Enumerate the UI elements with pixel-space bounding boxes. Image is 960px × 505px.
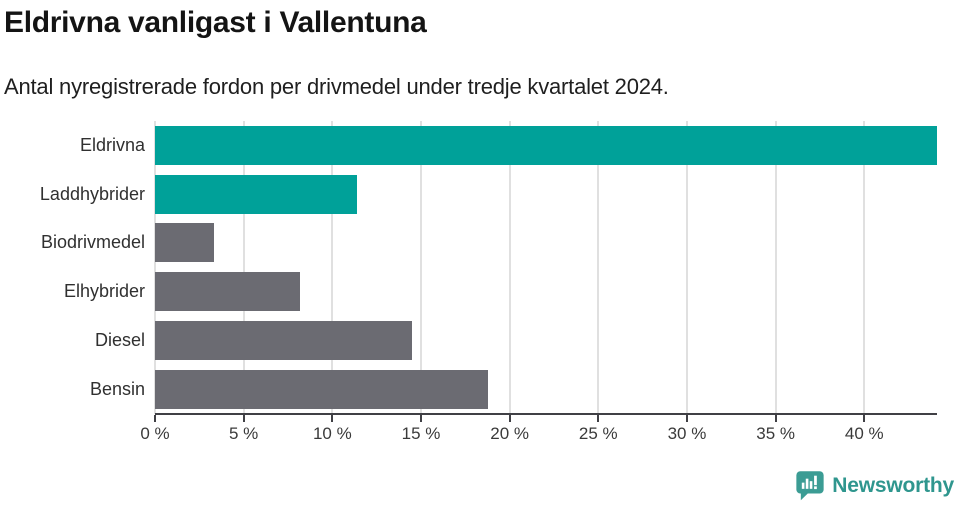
axis-tick [774,415,777,422]
bar-row: Bensin [90,365,937,414]
plot-area: Eldrivna Laddhybrider Biodrivmedel Elhybrid… [40,121,937,414]
axis-tick [154,415,156,422]
axis-tick [685,415,688,422]
bar-row: Eldrivna [80,121,937,170]
category-label: Bensin [89,378,145,399]
axis-tick [242,415,245,422]
gridline [863,121,866,414]
gridline [597,121,600,414]
axis-tick-label: 15 % [401,424,441,443]
page-title: Eldrivna vanligast i Vallentuna [4,6,427,39]
x-axis-line [155,413,937,415]
axis-tick-label: 30 % [667,424,707,443]
gridline [419,121,422,414]
category-label: Eldrivna [79,134,145,155]
axis-tick [419,415,422,422]
bar [155,369,489,409]
axis-tick [863,415,866,422]
bar [155,272,301,312]
category-label: Biodrivmedel [40,232,145,253]
category-label: Laddhybrider [39,183,145,204]
bar [155,174,358,214]
chart-subtitle: Antal nyregistrerade fordon per drivmede… [4,74,669,99]
axis-tick [508,415,511,422]
gridline [508,121,511,414]
gridline [154,121,156,414]
axis-tick-label: 40 % [844,424,884,443]
brand-name: Newsworthy [832,473,954,497]
category-label: Elhybrider [63,281,145,302]
axis-tick-label: 35 % [756,424,795,443]
newsworthy-icon [795,470,825,501]
gridline [331,121,334,414]
bar [155,125,937,165]
axis-tick-label: 5 % [229,424,259,443]
axis-tick [597,415,600,422]
axis-tick-label: 20 % [490,424,530,443]
bar-row: Biodrivmedel [41,219,937,268]
bar-rows: Eldrivna Laddhybrider Biodrivmedel Elhybrid… [40,121,937,414]
axis-tick-label: 25 % [578,424,618,443]
bar-chart: Eldrivna Laddhybrider Biodrivmedel Elhybrid… [0,121,937,451]
category-label: Diesel [94,330,145,351]
gridline [242,121,245,414]
brand-logo: Newsworthy [795,470,954,501]
bar-row: Diesel [95,316,937,365]
axis-tick [331,415,334,422]
bar [155,321,413,361]
bar-row: Laddhybrider [40,170,937,219]
axis-tick-label: 0 % [140,424,170,443]
gridline [685,121,688,414]
bar-row: Elhybrider [64,267,937,316]
bar [155,223,214,263]
gridline [774,121,777,414]
axis-tick-label: 10 % [312,424,352,443]
